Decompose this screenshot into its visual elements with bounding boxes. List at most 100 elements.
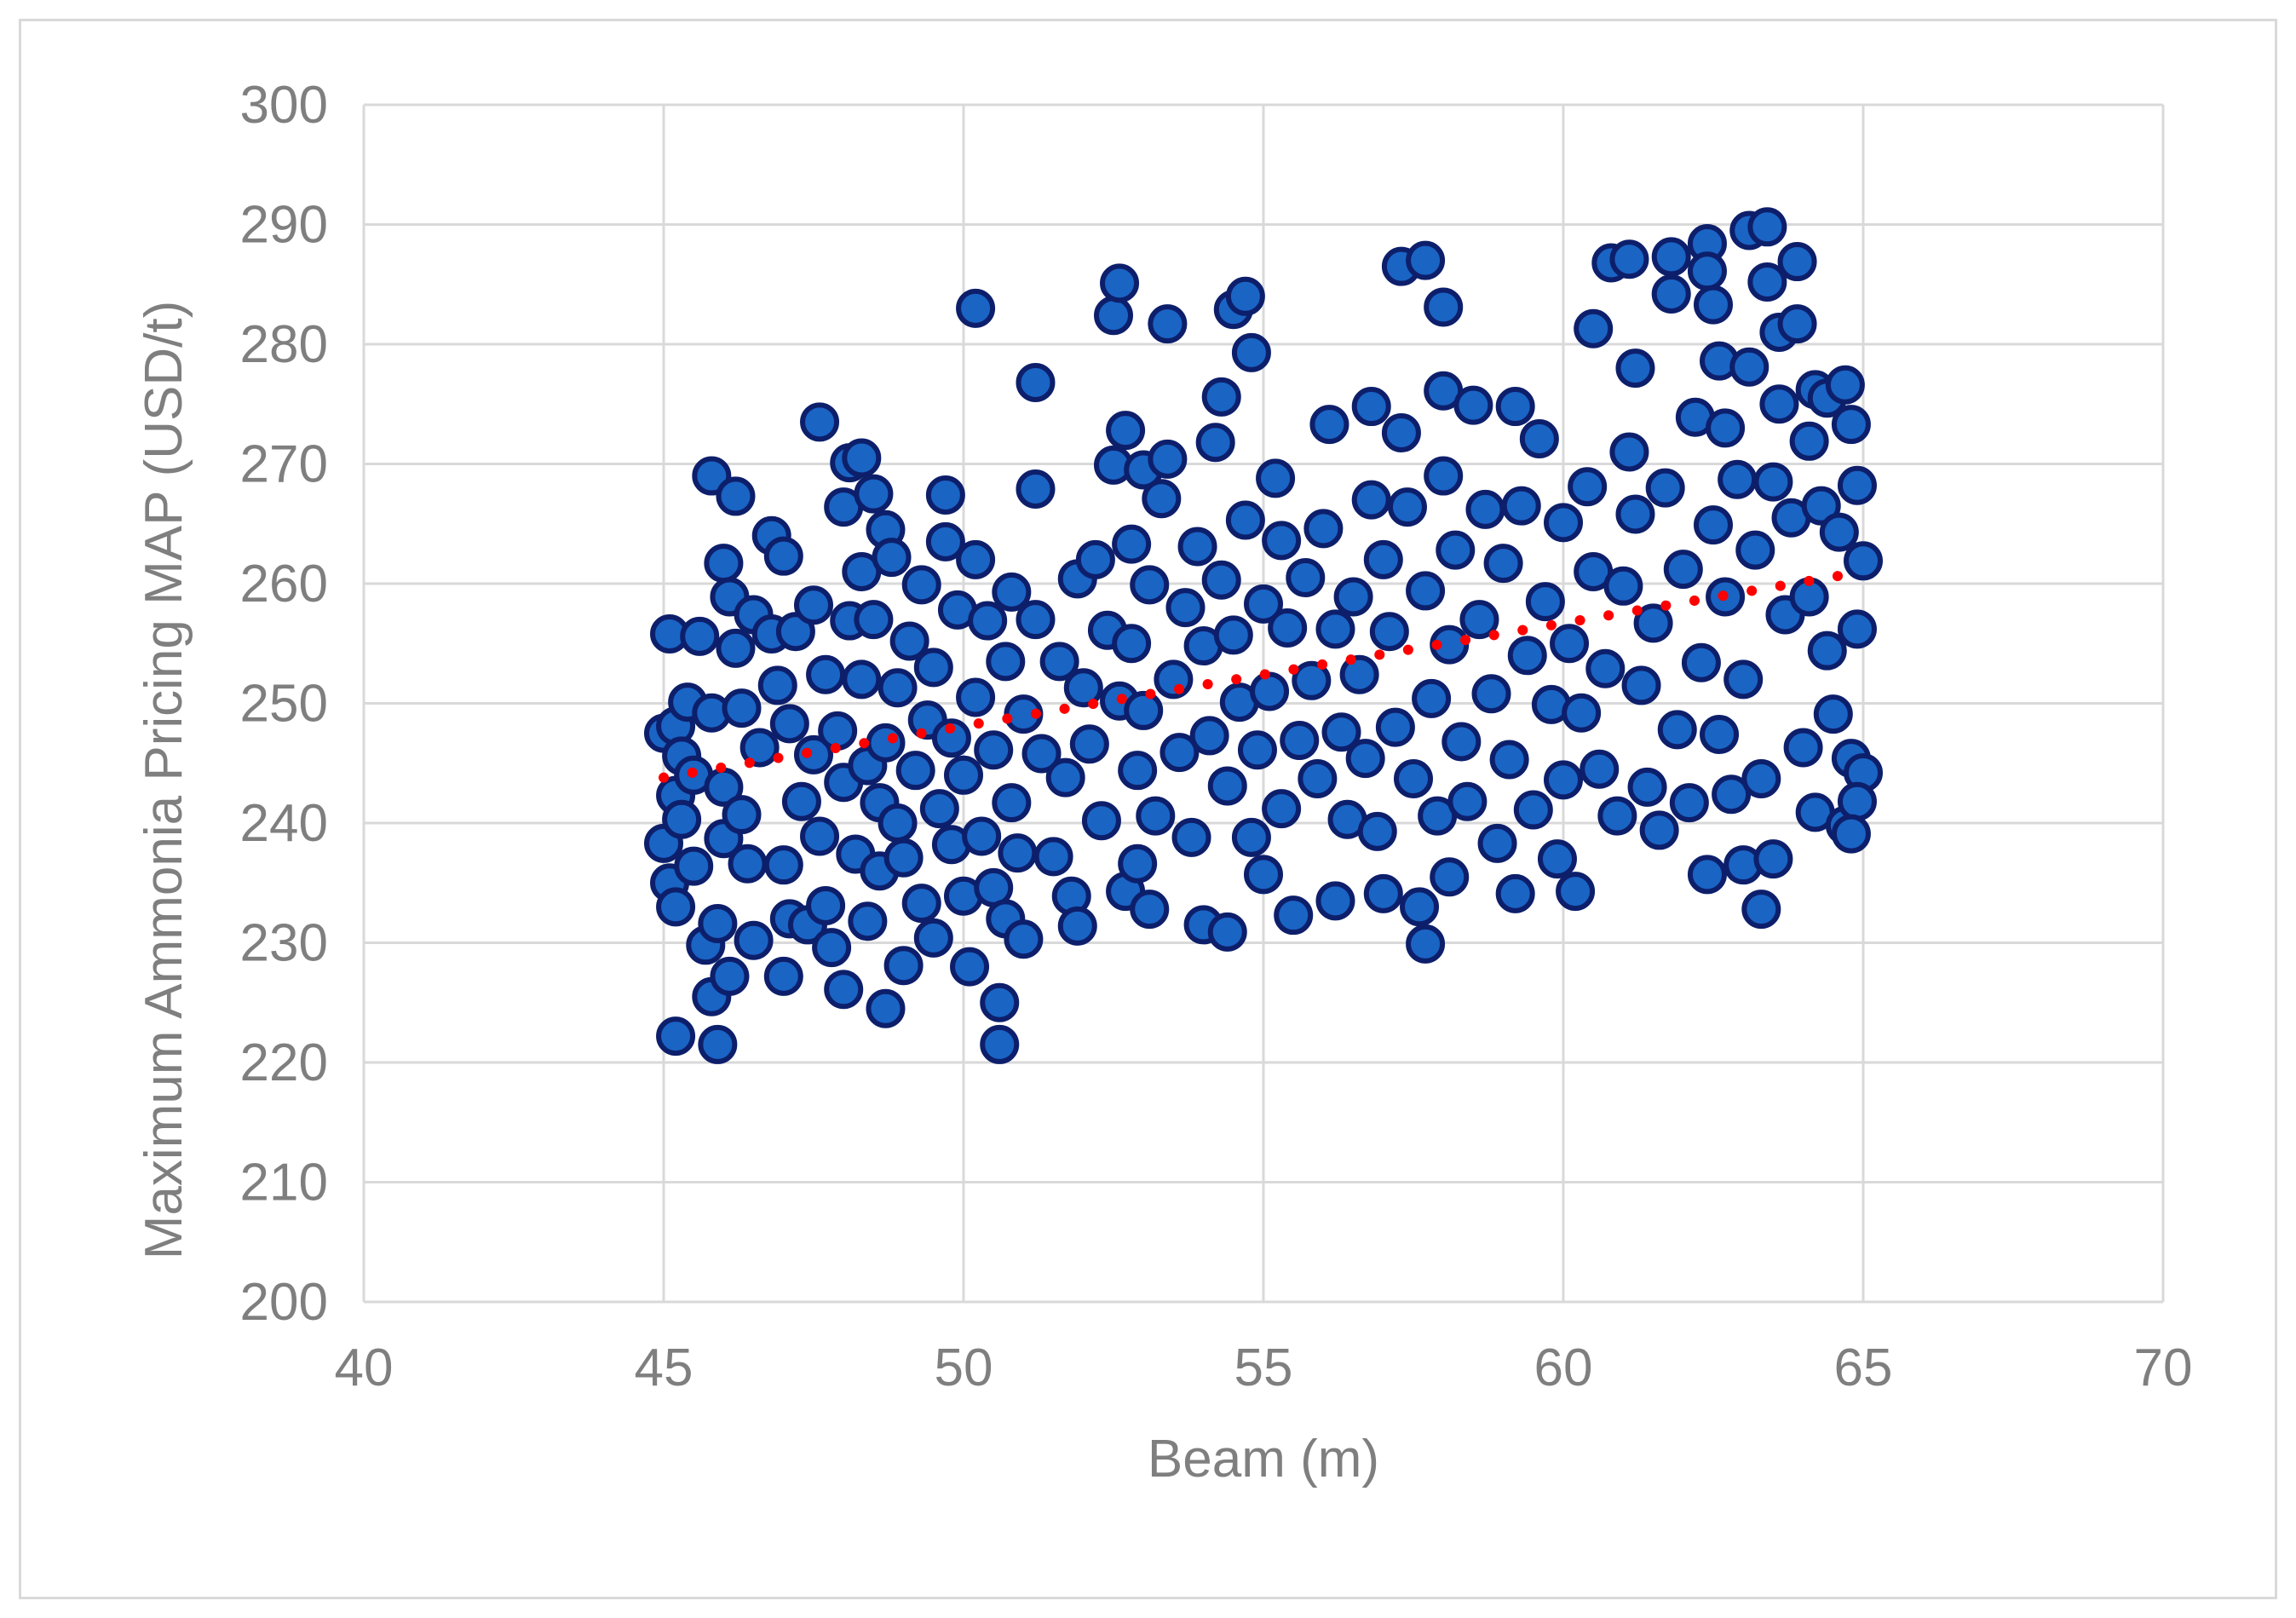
data-point	[1729, 347, 1769, 387]
data-point	[1694, 505, 1733, 545]
data-point	[1741, 890, 1781, 930]
data-point	[1777, 242, 1817, 282]
data-point	[1363, 539, 1403, 579]
data-point	[1580, 749, 1620, 789]
data-point	[1315, 609, 1355, 649]
data-point	[1112, 524, 1152, 564]
data-point	[794, 734, 833, 774]
data-point	[757, 665, 797, 705]
data-point	[1453, 385, 1493, 425]
data-point	[656, 887, 696, 927]
y-tick-label: 210	[240, 1154, 328, 1212]
data-point	[1837, 781, 1877, 821]
y-tick-labels: 200 210 220 230 240 250 260 270 280 290 300	[240, 76, 328, 1332]
data-point	[1513, 790, 1553, 830]
data-point	[1303, 509, 1344, 549]
data-point	[1825, 365, 1865, 405]
data-point	[1615, 348, 1655, 389]
data-point	[1004, 919, 1044, 959]
data-point	[763, 845, 803, 885]
data-point	[1525, 582, 1565, 622]
data-point	[1753, 839, 1793, 879]
data-point	[1712, 774, 1752, 815]
data-point	[1424, 287, 1464, 327]
data-point	[1723, 659, 1764, 700]
y-tick-label: 200	[240, 1273, 328, 1332]
y-tick-label: 240	[240, 794, 328, 853]
data-point	[854, 474, 894, 514]
data-point	[1057, 906, 1097, 946]
data-point	[1747, 207, 1787, 247]
data-point	[925, 475, 965, 515]
y-tick-label: 290	[240, 196, 328, 255]
data-point	[866, 723, 906, 763]
data-point	[1021, 734, 1062, 774]
data-point	[698, 904, 738, 944]
data-point	[889, 621, 929, 661]
data-point	[1148, 304, 1188, 344]
data-point	[1045, 757, 1085, 797]
data-point	[1201, 377, 1241, 417]
data-point	[1568, 467, 1608, 507]
data-point	[1669, 783, 1709, 823]
data-point	[1483, 544, 1523, 584]
data-point	[1819, 512, 1859, 552]
data-point	[901, 565, 941, 605]
data-point	[913, 918, 953, 958]
data-point	[763, 536, 803, 576]
x-tick-label: 40	[335, 1339, 394, 1397]
data-point	[1603, 566, 1643, 606]
data-point	[1681, 642, 1721, 682]
data-point	[806, 885, 846, 925]
data-point	[1609, 432, 1649, 472]
data-point	[1585, 648, 1626, 688]
y-tick-label: 280	[240, 315, 328, 374]
data-point	[968, 601, 1008, 641]
data-point	[1651, 274, 1691, 314]
y-tick-label: 250	[240, 675, 328, 734]
data-point	[728, 844, 768, 884]
data-point	[1777, 304, 1817, 344]
data-point	[866, 988, 906, 1028]
data-point	[674, 846, 714, 886]
data-point	[1189, 716, 1229, 756]
data-points	[644, 207, 1883, 1064]
data-point	[962, 816, 1002, 856]
data-point	[1465, 489, 1505, 529]
data-point	[1447, 781, 1488, 821]
data-point	[1244, 584, 1283, 624]
data-point	[1016, 600, 1056, 640]
data-point	[1237, 730, 1277, 770]
data-point	[878, 668, 918, 708]
data-point	[1436, 530, 1476, 570]
data-point	[1477, 823, 1517, 863]
data-point	[1063, 668, 1103, 708]
data-point	[1783, 728, 1823, 768]
data-point	[1213, 615, 1253, 655]
data-point	[1315, 881, 1355, 921]
data-point	[842, 438, 882, 478]
data-point	[980, 1024, 1020, 1064]
data-point	[931, 718, 971, 758]
data-point	[1298, 759, 1338, 799]
data-point	[1148, 439, 1188, 479]
data-point	[1837, 609, 1877, 649]
data-point	[956, 677, 996, 717]
data-point	[1621, 665, 1661, 705]
data-point	[883, 838, 924, 878]
data-point	[1471, 674, 1511, 714]
data-point	[1459, 600, 1499, 640]
data-point	[1016, 362, 1056, 402]
data-point	[1651, 237, 1691, 277]
data-point	[1687, 251, 1727, 291]
data-point	[722, 688, 762, 728]
data-point	[1130, 565, 1170, 605]
data-point	[1171, 817, 1211, 857]
data-point	[1735, 530, 1775, 570]
data-point	[1657, 710, 1697, 750]
data-point	[1225, 500, 1265, 540]
data-point	[925, 521, 965, 561]
data-point	[704, 544, 744, 584]
data-point	[1615, 494, 1655, 534]
data-point	[1118, 844, 1158, 884]
